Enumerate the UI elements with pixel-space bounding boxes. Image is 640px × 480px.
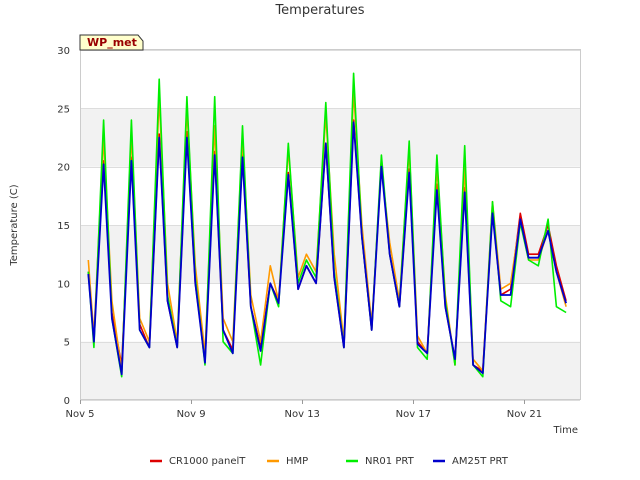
legend-entry: NR01 PRT (365, 456, 415, 467)
station-label: WP_met (87, 36, 137, 49)
legend-entry: AM25T PRT (452, 456, 509, 467)
y-tick-label: 25 (57, 104, 70, 115)
y-tick-label: 5 (64, 338, 70, 349)
y-tick-label: 20 (57, 163, 70, 174)
x-axis-ticks: Nov 5 Nov 9 Nov 13 Nov 17 Nov 21 (65, 400, 542, 420)
y-axis-ticks: 0 5 10 15 20 25 30 (57, 46, 70, 407)
x-tick-label: Nov 17 (396, 409, 431, 420)
legend-entry: CR1000 panelT (169, 456, 246, 467)
y-tick-label: 0 (64, 396, 70, 407)
x-axis-label: Time (553, 425, 578, 436)
plot-band (80, 108, 580, 167)
series-line-am25t-prt (87, 121, 567, 376)
plot-area-frame (80, 49, 581, 400)
x-tick-label: Nov 9 (177, 409, 206, 420)
chart-title: Temperatures (274, 3, 364, 18)
x-tick-label: Nov 13 (285, 409, 320, 420)
x-tick-label: Nov 21 (507, 409, 542, 420)
station-label-box: WP_met (79, 34, 144, 51)
x-tick-label: Nov 5 (65, 409, 94, 420)
y-tick-label: 30 (57, 46, 70, 57)
y-tick-label: 15 (57, 221, 70, 232)
series-lines (87, 72, 567, 378)
legend-entry: HMP (286, 456, 308, 467)
y-axis-label: Temperature (C) (9, 184, 20, 266)
plot-bands (80, 108, 580, 400)
legend: CR1000 panelT HMP NR01 PRT AM25T PRT (150, 456, 509, 467)
plot-band (80, 341, 580, 400)
y-tick-label: 10 (57, 279, 70, 290)
